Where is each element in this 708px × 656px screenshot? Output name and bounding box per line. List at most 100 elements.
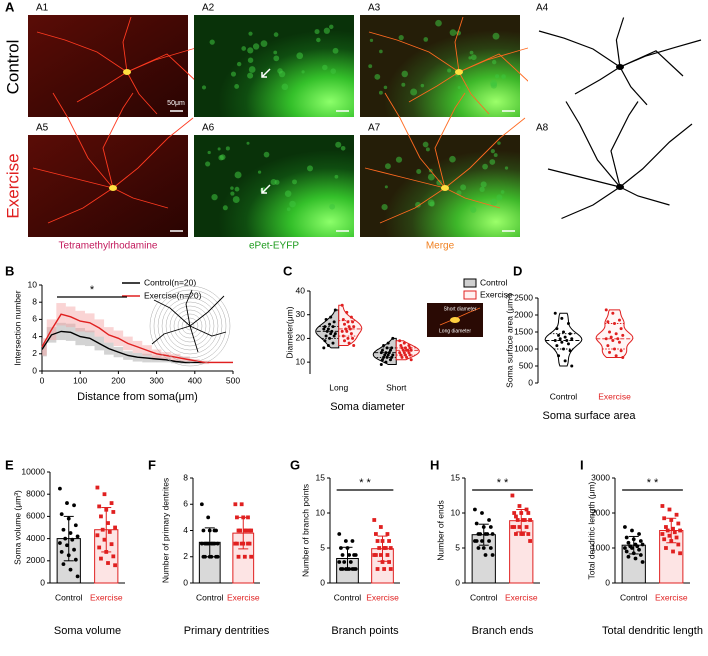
data-point — [341, 334, 345, 338]
data-point — [515, 518, 520, 522]
cell — [422, 141, 429, 148]
cell — [248, 66, 256, 73]
data-point — [340, 329, 344, 333]
data-point — [671, 526, 675, 531]
data-point — [621, 333, 625, 337]
legend-swatch — [463, 278, 477, 288]
data-point — [61, 527, 66, 532]
cell — [330, 68, 337, 74]
cell — [423, 37, 429, 42]
x-tick-label: 200 — [111, 375, 125, 385]
neurite — [444, 187, 501, 209]
x-tick-label: Control — [334, 592, 362, 602]
neurite — [458, 53, 530, 83]
cell — [383, 85, 388, 90]
data-point — [348, 560, 353, 564]
data-point — [333, 332, 337, 336]
cell — [289, 200, 296, 208]
data-point — [375, 539, 380, 543]
data-point — [325, 329, 329, 333]
data-point — [621, 356, 625, 359]
data-point — [674, 535, 679, 540]
image-label: A1 — [36, 3, 49, 14]
data-point — [387, 351, 391, 355]
data-point — [329, 332, 333, 336]
data-point — [478, 532, 483, 536]
data-point — [242, 554, 247, 559]
data-point — [206, 541, 211, 546]
inset-label: Short diameter — [444, 306, 477, 312]
data-point — [637, 532, 641, 536]
x-tick-label: Control — [550, 391, 578, 401]
image-label: A4 — [536, 3, 549, 14]
data-point — [236, 554, 241, 559]
y-tick-label: 4000 — [26, 533, 45, 543]
x-tick-label: 0 — [40, 375, 45, 385]
data-point — [608, 330, 612, 334]
data-point — [635, 544, 640, 549]
data-point — [68, 531, 73, 535]
cell — [449, 29, 457, 36]
data-point — [407, 344, 411, 348]
cell — [384, 185, 388, 189]
violin — [338, 304, 363, 347]
micrograph — [194, 15, 354, 117]
data-point — [342, 560, 347, 564]
data-point — [631, 551, 636, 556]
data-point — [676, 542, 681, 547]
data-point — [613, 322, 616, 325]
y-axis-label: Soma volume (μm³) — [12, 490, 22, 565]
sholl-neurite — [153, 299, 191, 327]
cell — [286, 207, 291, 212]
cell — [427, 173, 435, 181]
sholl-neurite — [189, 295, 225, 327]
panel-letter: C — [283, 263, 293, 278]
chart-title: Branch points — [331, 625, 399, 637]
data-point — [514, 514, 518, 519]
cell — [322, 64, 328, 71]
neurite — [547, 168, 621, 188]
cell — [247, 72, 254, 79]
data-point — [241, 541, 246, 546]
data-point — [70, 537, 75, 542]
sholl-ring — [173, 309, 207, 343]
micrograph — [28, 15, 188, 117]
data-point — [604, 337, 608, 341]
y-tick-label: 8 — [183, 472, 188, 482]
data-point — [400, 346, 404, 350]
x-tick-label: Short — [386, 382, 407, 392]
image-label: A7 — [368, 123, 381, 134]
data-point — [660, 532, 665, 536]
data-point — [100, 527, 105, 532]
neurite — [32, 167, 114, 189]
data-point — [563, 335, 567, 339]
data-point — [389, 358, 392, 362]
data-point — [209, 554, 214, 559]
data-point — [380, 348, 384, 352]
data-point — [568, 332, 572, 336]
inset-neurite — [439, 307, 481, 326]
cell — [340, 145, 346, 151]
violin — [595, 309, 634, 358]
cell — [306, 165, 314, 172]
data-point — [347, 553, 352, 557]
cell — [260, 40, 268, 48]
data-point — [488, 546, 493, 550]
data-point — [113, 525, 117, 530]
data-point — [407, 351, 411, 355]
cell — [273, 50, 278, 55]
significance-label: * * — [647, 477, 659, 489]
data-point — [349, 332, 353, 336]
x-tick-label: Exercise — [90, 592, 123, 602]
data-point — [487, 539, 491, 543]
cell — [490, 148, 495, 154]
cell — [493, 153, 498, 158]
data-point — [408, 346, 412, 350]
data-point — [246, 515, 250, 520]
chart-title: Primary dentrities — [184, 625, 270, 637]
y-tick-label: 10 — [316, 507, 326, 517]
data-point — [528, 539, 532, 543]
data-point — [386, 353, 390, 357]
data-point — [326, 327, 330, 331]
data-point — [347, 325, 351, 329]
